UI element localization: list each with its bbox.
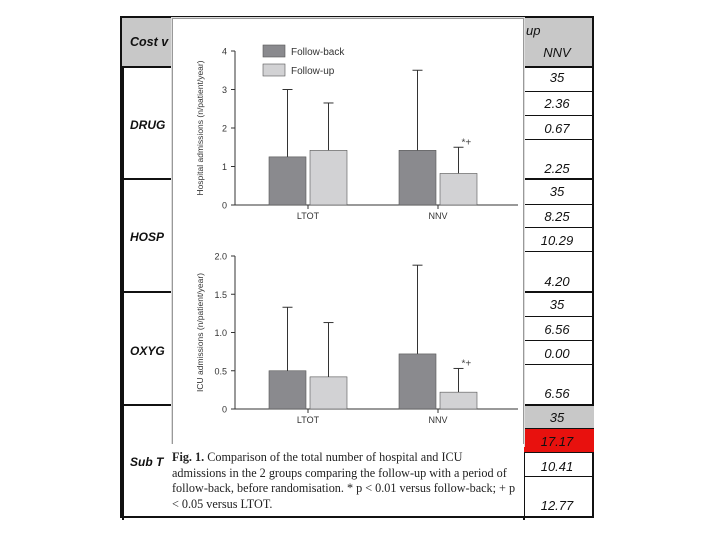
- chart1-annotation: *+: [462, 358, 472, 369]
- hosp-value-1: 35: [549, 184, 565, 199]
- chart0-ytick-label: 2: [222, 124, 227, 134]
- chart1-ytick-label: 1.5: [214, 290, 227, 300]
- col-header-nnv: NNV: [543, 45, 571, 60]
- chart1-ytick-label: 0: [222, 405, 227, 415]
- legend-swatch-follow-up: [262, 63, 286, 77]
- chart1-ytick-label: 2.0: [214, 252, 227, 262]
- subtotal-value-2: 17.17: [540, 434, 574, 449]
- chart0-bar-ltot-follow-back: [268, 156, 307, 206]
- oxyg-value-2: 6.56: [544, 322, 570, 337]
- oxyg-value-4: 6.56: [544, 386, 570, 401]
- figure-caption: Fig. 1. Comparison of the total number o…: [172, 450, 518, 512]
- subtotal-value-4: 12.77: [540, 498, 574, 513]
- row-group-subtotal: Sub T: [130, 455, 164, 469]
- chart0-ytick-label: 1: [222, 162, 227, 172]
- chart0-ylabel: Hospital admissions (n/patient/year): [195, 60, 205, 195]
- oxyg-value-1: 35: [549, 297, 565, 312]
- figure-caption-text: Comparison of the total number of hospit…: [172, 450, 516, 511]
- legend-label-follow-up: Follow-up: [291, 66, 335, 77]
- row-group-oxyg: OXYG: [130, 344, 165, 358]
- row-group-hosp: HOSP: [130, 230, 165, 244]
- subtotal-highlight: [524, 429, 594, 452]
- chart1-bar-ltot-follow-back: [268, 370, 307, 410]
- table-header-left: Cost v: [130, 35, 169, 49]
- subtotal-shade: [524, 406, 594, 428]
- chart0-ytick-label: 0: [222, 201, 227, 211]
- chart0-bar-nnv-follow-up: [439, 173, 478, 206]
- chart1-bar-nnv-follow-back: [398, 353, 437, 410]
- figure-caption-box: Fig. 1. Comparison of the total number o…: [166, 444, 524, 516]
- drug-value-1: 35: [549, 70, 565, 85]
- hosp-value-2: 8.25: [544, 209, 570, 224]
- subtotal-value-1: 35: [549, 410, 565, 425]
- drug-value-3: 0.67: [544, 121, 570, 136]
- chart1-ytick-label: 0.5: [214, 366, 227, 376]
- drug-value-2: 2.36: [544, 96, 570, 111]
- legend-label-follow-back: Follow-back: [291, 47, 345, 58]
- subtotal-value-3: 10.41: [540, 459, 574, 474]
- table-header-right: up: [526, 23, 541, 38]
- oxyg-value-3: 0.00: [544, 346, 570, 361]
- chart0-bar-nnv-follow-back: [398, 150, 437, 206]
- figure-popup: 0 1 2 3 4 Hospital admissions (n/patient/year…: [172, 18, 524, 446]
- chart0-xtick-label: NNV: [428, 211, 447, 221]
- chart1-ylabel: ICU admissions (n/patient/year): [195, 273, 205, 392]
- chart0-annotation: *+: [462, 137, 472, 148]
- hosp-value-3: 10.29: [540, 233, 574, 248]
- chart0-bar-ltot-follow-up: [309, 150, 348, 206]
- chart0-ytick-label: 4: [222, 47, 227, 57]
- chart0-xtick-label: LTOT: [297, 211, 320, 221]
- chart1-xtick-label: NNV: [428, 415, 447, 425]
- row-group-drug: DRUG: [130, 118, 166, 132]
- chart1-ytick-label: 1.0: [214, 328, 227, 338]
- legend-swatch-follow-back: [262, 44, 286, 58]
- chart1-xtick-label: LTOT: [297, 415, 320, 425]
- chart1-bar-ltot-follow-up: [309, 376, 348, 410]
- drug-value-4: 2.25: [544, 161, 570, 176]
- chart1-bar-nnv-follow-up: [439, 391, 478, 410]
- figure-charts: 0 1 2 3 4 Hospital admissions (n/patient/year…: [195, 44, 518, 425]
- figure-caption-bold: Fig. 1.: [172, 450, 205, 464]
- hosp-value-4: 4.20: [544, 274, 570, 289]
- chart0-ytick-label: 3: [222, 85, 227, 95]
